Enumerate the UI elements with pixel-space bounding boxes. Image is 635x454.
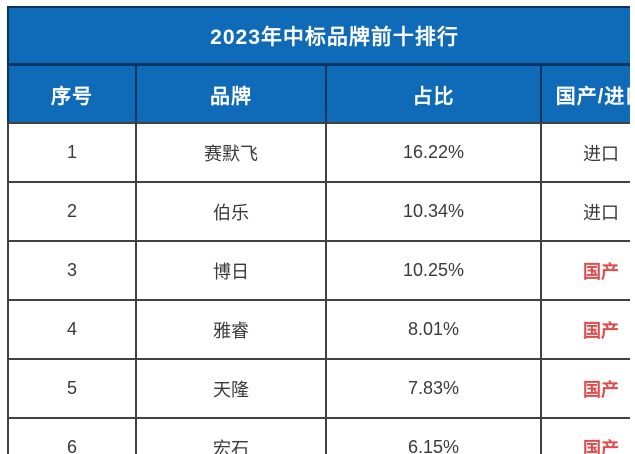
origin-cell: 进口: [539, 181, 630, 242]
origin-cell: 国产: [539, 299, 630, 360]
rank-cell: 6: [7, 417, 137, 454]
brand-cell: 博日: [135, 240, 327, 301]
brand-cell: 赛默飞: [135, 122, 327, 183]
origin-cell: 国产: [539, 417, 630, 454]
rank-cell: 4: [7, 299, 137, 360]
rank-cell: 2: [7, 181, 137, 242]
share-cell: 7.83%: [325, 358, 542, 419]
table-row: 5 天隆 7.83% 国产: [7, 358, 630, 419]
column-header-share: 占比: [325, 63, 542, 124]
share-cell: 16.22%: [325, 122, 542, 183]
ranking-table: 2023年中标品牌前十排行 序号 品牌 占比 国产/进口 1 赛默飞 16.22…: [7, 6, 630, 454]
column-header-rank: 序号: [7, 63, 137, 124]
table-body: 1 赛默飞 16.22% 进口 2 伯乐 10.34% 进口 3 博日 10.2…: [7, 122, 630, 454]
brand-cell: 宏石: [135, 417, 327, 454]
table-row: 1 赛默飞 16.22% 进口: [7, 122, 630, 183]
table-row: 6 宏石 6.15% 国产: [7, 417, 630, 454]
rank-cell: 5: [7, 358, 137, 419]
table-row: 3 博日 10.25% 国产: [7, 240, 630, 301]
rank-cell: 1: [7, 122, 137, 183]
brand-cell: 雅睿: [135, 299, 327, 360]
column-header-origin: 国产/进口: [539, 63, 630, 124]
share-cell: 10.34%: [325, 181, 542, 242]
brand-cell: 伯乐: [135, 181, 327, 242]
share-cell: 10.25%: [325, 240, 542, 301]
rank-cell: 3: [7, 240, 137, 301]
origin-cell: 进口: [539, 122, 630, 183]
origin-cell: 国产: [539, 240, 630, 301]
table-title: 2023年中标品牌前十排行: [7, 6, 630, 66]
brand-cell: 天隆: [135, 358, 327, 419]
origin-cell: 国产: [539, 358, 630, 419]
table-title-row: 2023年中标品牌前十排行: [7, 6, 630, 66]
column-header-brand: 品牌: [135, 63, 327, 124]
share-cell: 6.15%: [325, 417, 542, 454]
table-row: 2 伯乐 10.34% 进口: [7, 181, 630, 242]
ranking-table-clip: 2023年中标品牌前十排行 序号 品牌 占比 国产/进口 1 赛默飞 16.22…: [7, 6, 630, 454]
share-cell: 8.01%: [325, 299, 542, 360]
table-header-row: 序号 品牌 占比 国产/进口: [7, 63, 630, 124]
table-row: 4 雅睿 8.01% 国产: [7, 299, 630, 360]
